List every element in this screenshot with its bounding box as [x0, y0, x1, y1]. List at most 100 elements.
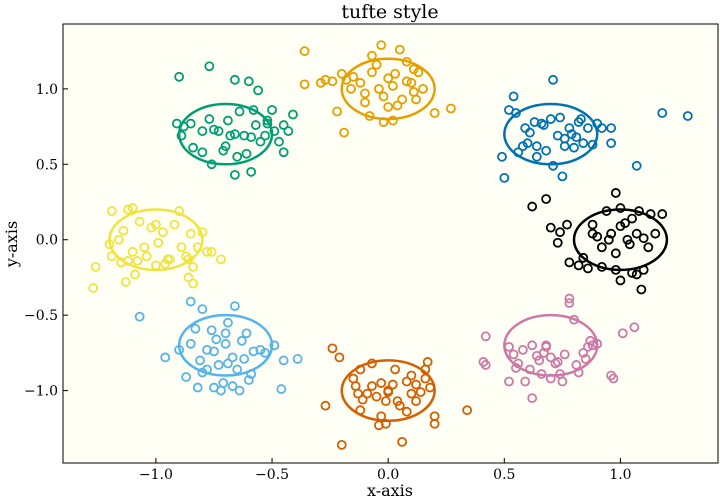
data-point — [367, 67, 377, 78]
data-point — [480, 360, 491, 370]
data-point — [511, 363, 521, 373]
data-point — [234, 385, 245, 396]
data-point — [557, 376, 568, 387]
data-point — [576, 114, 586, 124]
data-point — [573, 260, 584, 271]
data-point — [513, 147, 524, 158]
data-point — [339, 127, 349, 138]
data-point — [397, 94, 408, 105]
data-point — [596, 123, 607, 133]
data-point — [213, 360, 224, 370]
x-tick-label: −1.0 — [139, 467, 173, 483]
data-point — [278, 120, 289, 130]
data-point — [376, 40, 387, 51]
data-point — [596, 242, 607, 253]
data-point — [573, 367, 584, 378]
data-point — [202, 344, 212, 355]
data-point — [116, 257, 126, 268]
data-point — [541, 145, 552, 156]
data-point — [223, 115, 233, 126]
x-tick-label: −0.5 — [255, 467, 289, 483]
data-point — [355, 364, 366, 375]
data-point — [288, 109, 298, 120]
data-point — [508, 91, 519, 102]
data-point — [90, 261, 101, 272]
data-point — [397, 436, 408, 447]
data-point — [638, 233, 649, 244]
data-point — [425, 382, 435, 393]
data-point — [583, 341, 593, 352]
x-tick-label: 0.5 — [493, 467, 515, 483]
data-point — [524, 127, 535, 138]
data-point — [497, 151, 507, 162]
data-point — [376, 411, 387, 422]
data-point — [360, 88, 370, 99]
data-point — [327, 76, 338, 87]
y-tick-label: −1.0 — [24, 384, 58, 400]
data-point — [197, 304, 208, 315]
data-point — [522, 138, 533, 149]
data-point — [197, 126, 208, 137]
data-point — [229, 301, 240, 312]
x-axis-ticks: −1.0 −0.5 0.0 0.5 1.0 — [139, 458, 632, 483]
data-point — [134, 216, 145, 227]
data-point — [569, 314, 579, 325]
data-point — [552, 357, 563, 367]
data-point — [232, 151, 243, 162]
data-point — [534, 355, 545, 366]
data-point — [216, 254, 226, 265]
data-point — [587, 228, 598, 239]
data-point — [192, 242, 203, 253]
data-point — [197, 367, 208, 378]
data-point — [401, 376, 412, 387]
data-point — [123, 204, 133, 215]
data-point — [643, 242, 654, 253]
data-point — [631, 228, 642, 239]
data-point — [606, 123, 617, 133]
data-point — [462, 405, 473, 416]
data-point — [504, 341, 514, 352]
data-point — [225, 130, 236, 141]
data-point — [548, 160, 558, 171]
data-point — [429, 418, 440, 429]
data-point — [564, 293, 575, 304]
data-point — [185, 118, 196, 129]
data-point — [392, 100, 403, 111]
data-point — [629, 322, 640, 333]
data-point — [420, 373, 431, 384]
y-tick-label: −0.5 — [24, 308, 58, 324]
data-point — [160, 352, 171, 363]
data-point — [394, 44, 405, 55]
data-point — [157, 227, 168, 238]
data-point — [113, 234, 124, 245]
data-point — [555, 112, 565, 123]
data-point — [562, 219, 572, 230]
y-axis-ticks: −1.0 −0.5 0.0 0.5 1.0 — [24, 82, 68, 400]
data-point — [531, 141, 542, 152]
data-point — [206, 159, 217, 170]
data-point — [88, 283, 99, 293]
data-point — [255, 136, 266, 147]
data-point — [631, 269, 642, 280]
data-point — [223, 317, 233, 328]
data-point — [269, 126, 280, 137]
data-point — [229, 169, 240, 180]
data-point — [106, 206, 117, 216]
data-point — [636, 284, 647, 295]
data-point — [406, 77, 417, 88]
data-point — [373, 420, 384, 431]
data-point — [246, 166, 257, 177]
data-point — [606, 228, 617, 239]
data-point — [541, 194, 552, 204]
data-point — [418, 83, 428, 94]
data-point — [527, 340, 538, 351]
data-point — [657, 108, 668, 118]
data-point — [622, 234, 633, 245]
data-point — [183, 254, 194, 265]
data-point — [380, 396, 391, 407]
data-point — [645, 209, 656, 219]
data-point — [578, 347, 589, 358]
data-point — [204, 61, 215, 72]
data-point — [227, 381, 238, 391]
data-point — [367, 381, 377, 391]
